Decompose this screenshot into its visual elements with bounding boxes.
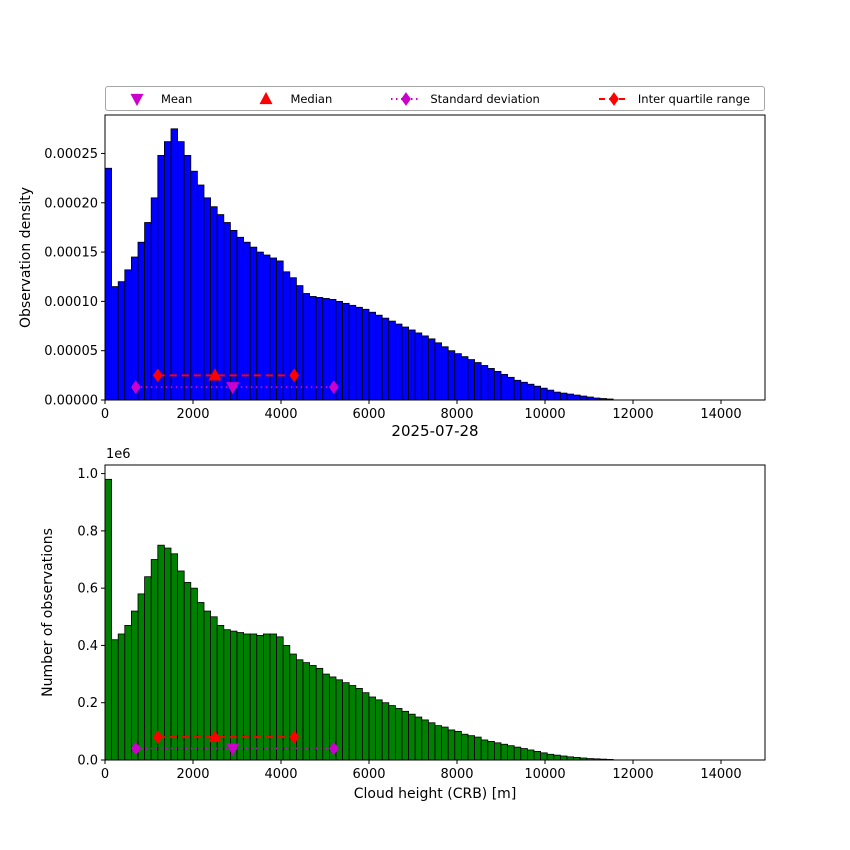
legend-item-inter-quartile-range: Inter quartile range [597,92,750,106]
svg-text:0.6: 0.6 [77,582,98,597]
svg-text:10000: 10000 [524,407,565,422]
svg-text:10000: 10000 [524,767,565,782]
svg-text:0.2: 0.2 [77,696,98,711]
svg-text:0.4: 0.4 [77,639,98,654]
svg-text:6000: 6000 [352,407,385,422]
svg-text:6000: 6000 [352,767,385,782]
triangle-down-icon [130,93,144,106]
svg-text:0.00025: 0.00025 [44,147,98,162]
svg-text:2000: 2000 [176,407,209,422]
svg-text:0.00005: 0.00005 [44,344,98,359]
svg-text:0.8: 0.8 [77,524,98,539]
svg-text:4000: 4000 [264,407,297,422]
svg-text:14000: 14000 [700,407,741,422]
legend-item-median: Median [249,91,333,106]
svg-text:2000: 2000 [176,767,209,782]
svg-text:12000: 12000 [612,767,653,782]
legend-label: Inter quartile range [637,91,750,106]
diamond-dashed-line-icon [598,91,629,106]
svg-text:0.00020: 0.00020 [44,196,98,211]
svg-text:Number of observations: Number of observations [40,528,56,697]
svg-text:0.00010: 0.00010 [44,295,98,310]
svg-text:12000: 12000 [612,407,653,422]
svg-text:Observation density: Observation density [18,187,34,328]
svg-text:8000: 8000 [440,767,473,782]
svg-text:14000: 14000 [700,767,741,782]
svg-text:4000: 4000 [264,767,297,782]
svg-text:0: 0 [101,767,109,782]
svg-text:1e6: 1e6 [106,447,131,462]
legend-label: Median [290,91,333,106]
date-title: 2025-07-28 [391,422,479,440]
svg-text:8000: 8000 [440,407,473,422]
legend-label: Standard deviation [430,91,540,106]
legend-item-standard-deviation: Standard deviation [389,91,540,106]
svg-text:0: 0 [101,407,109,422]
legend: Mean Median Standard deviation Inter quarti… [105,86,765,111]
svg-text:0.0: 0.0 [77,754,98,769]
legend-item-mean: Mean [120,92,192,106]
x-axis-label: Cloud height (CRB) [m] [353,786,517,802]
triangle-up-icon [259,91,273,104]
legend-label: Mean [161,91,193,106]
svg-text:0.00000: 0.00000 [44,394,98,409]
svg-text:1.0: 1.0 [77,467,98,482]
diamond-dotted-line-icon [391,91,422,106]
svg-text:0.00015: 0.00015 [44,246,98,261]
